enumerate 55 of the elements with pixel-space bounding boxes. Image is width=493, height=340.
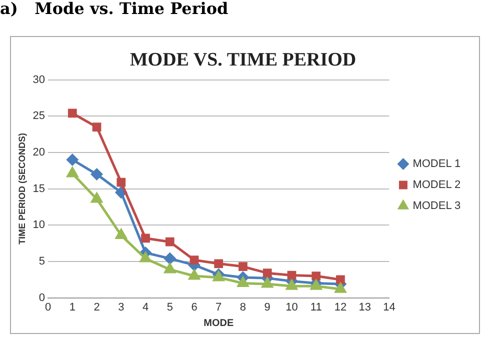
y-tick-label: 10 — [32, 219, 46, 232]
y-axis-title: TIME PERIOD (SECONDS) — [16, 133, 27, 245]
x-tick-label: 1 — [69, 301, 76, 314]
point — [116, 229, 127, 240]
x-tick-label: 2 — [94, 301, 100, 314]
point — [91, 168, 103, 180]
point — [262, 268, 272, 278]
point — [190, 256, 199, 264]
point — [214, 259, 224, 268]
chart-title: MODE VS. TIME PERIOD — [130, 49, 356, 70]
point — [165, 237, 174, 246]
point — [164, 252, 176, 264]
x-tick-label: 13 — [358, 301, 371, 314]
point — [238, 262, 248, 271]
x-tick-label: 6 — [191, 301, 198, 314]
point — [66, 154, 78, 166]
point — [336, 275, 345, 284]
y-tick-label: 5 — [38, 256, 46, 268]
x-tick-label: 12 — [334, 301, 347, 314]
legend-label: MODEL 3 — [412, 200, 461, 212]
point — [287, 270, 296, 280]
point — [164, 263, 176, 274]
text: a) Mode vs. Time Period — [0, 0, 228, 18]
point — [66, 167, 78, 178]
point — [141, 234, 150, 243]
point — [213, 271, 224, 282]
x-tick-label: 7 — [216, 301, 222, 314]
x-tick-label: 3 — [118, 301, 124, 314]
y-tick-label: 30 — [32, 74, 46, 86]
point — [115, 186, 127, 198]
x-tick-label: 11 — [310, 301, 322, 314]
legend-label: MODEL 1 — [412, 158, 461, 170]
y-tick-label: 25 — [32, 110, 46, 122]
x-tick-label: 5 — [166, 301, 173, 314]
x-tick-label: 4 — [142, 301, 149, 314]
x-tick-label: 14 — [383, 301, 396, 314]
point — [116, 178, 126, 187]
x-tick-label: 8 — [240, 301, 246, 314]
y-tick-label: 0 — [38, 292, 46, 304]
legend-label: MODEL 2 — [412, 179, 461, 192]
point — [237, 277, 249, 288]
point — [140, 252, 152, 262]
point — [68, 108, 77, 118]
point — [188, 270, 200, 280]
point — [334, 282, 346, 293]
x-tick-label: 9 — [264, 301, 270, 314]
x-axis-title: MODE — [204, 318, 234, 329]
y-tick-label: 15 — [32, 182, 46, 195]
y-tick-label: 20 — [32, 146, 46, 158]
x-tick-label: 10 — [286, 301, 298, 314]
point — [92, 122, 102, 132]
point — [312, 272, 321, 280]
point — [286, 280, 298, 290]
point — [262, 278, 273, 288]
point — [91, 192, 102, 203]
